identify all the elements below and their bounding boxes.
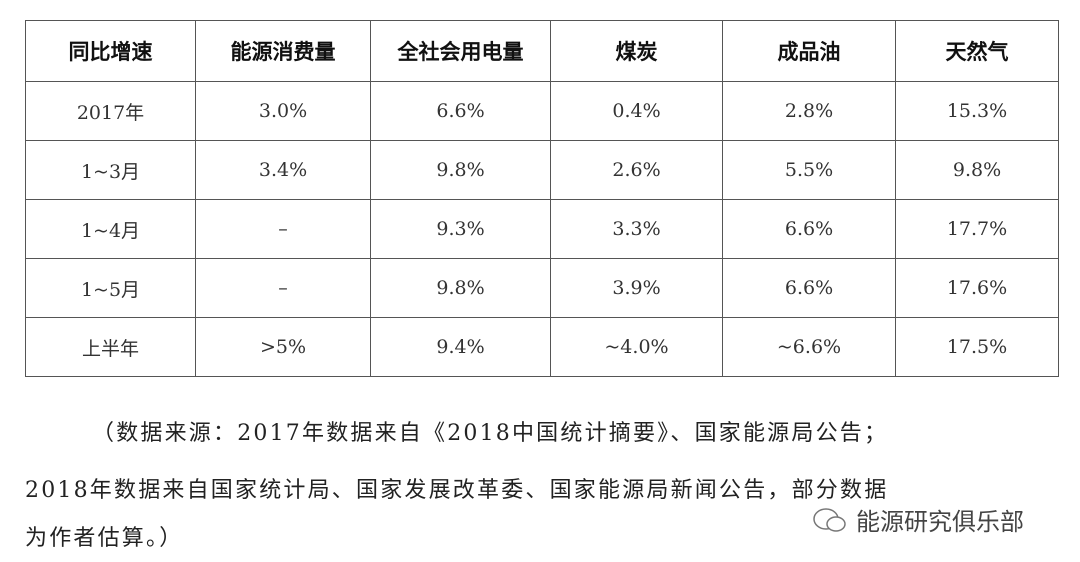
- table-cell: 2017年: [25, 81, 196, 141]
- table-cell: 9.4%: [370, 317, 551, 377]
- header-cell: 全社会用电量: [370, 20, 551, 82]
- watermark-icon: [813, 507, 846, 532]
- table-cell: 5.5%: [722, 140, 896, 200]
- table-cell: 6.6%: [722, 258, 896, 318]
- table-row: 2017年 3.0% 6.6% 0.4% 2.8% 15.3%: [25, 81, 1059, 141]
- table-cell: –: [195, 258, 371, 318]
- header-cell: 成品油: [722, 20, 896, 82]
- note-line: 为作者估算。）: [25, 526, 184, 551]
- table-cell: 2.8%: [722, 81, 896, 141]
- table-cell: 上半年: [25, 317, 196, 377]
- note-line: （数据来源：2017年数据来自《2018中国统计摘要》、国家能源局公告；: [92, 421, 889, 446]
- table-cell: 9.8%: [370, 140, 551, 200]
- table-row: 上半年 >5% 9.4% ~4.0% ~6.6% 17.5%: [25, 317, 1059, 377]
- header-row: 同比增速 能源消费量 全社会用电量 煤炭 成品油 天然气: [25, 20, 1059, 82]
- table-cell: ~6.6%: [722, 317, 896, 377]
- header-cell: 能源消费量: [195, 20, 371, 82]
- table-cell: 17.7%: [895, 199, 1059, 259]
- header-cell: 天然气: [895, 20, 1059, 82]
- table-cell: 17.6%: [895, 258, 1059, 318]
- table-cell: 6.6%: [370, 81, 551, 141]
- table-cell: 17.5%: [895, 317, 1059, 377]
- table-cell: 3.3%: [550, 199, 723, 259]
- header-cell: 同比增速: [25, 20, 196, 82]
- table-row: 1~4月 –9.3% 3.3% 6.6% 17.7%: [25, 199, 1059, 259]
- watermark: 能源研究俱乐部: [812, 502, 1024, 537]
- table-row: 1~3月 3.4% 9.8% 2.6% 5.5% 9.8%: [25, 140, 1059, 200]
- watermark-text: 能源研究俱乐部: [856, 508, 1024, 536]
- table-cell: 6.6%: [722, 199, 896, 259]
- table-cell: 1~5月: [25, 258, 196, 318]
- table-cell: –: [195, 199, 371, 259]
- table-cell: 2.6%: [550, 140, 723, 200]
- table-cell: 3.0%: [195, 81, 371, 141]
- table-cell: 9.3%: [370, 199, 551, 259]
- data-table: 同比增速 能源消费量 全社会用电量 煤炭 成品油 天然气 2017年 3.0% 6.6% 0.4…: [25, 20, 1059, 377]
- table-cell: 3.4%: [195, 140, 371, 200]
- table-cell: 9.8%: [370, 258, 551, 318]
- table-cell: 1~3月: [25, 140, 196, 200]
- table-cell: 0.4%: [550, 81, 723, 141]
- table-cell: 1~4月: [25, 199, 196, 259]
- table-cell: >5%: [195, 317, 371, 377]
- table-cell: ~4.0%: [550, 317, 723, 377]
- table-body: 2017年 3.0% 6.6% 0.4% 2.8% 15.3% 1~3月 3.4% 9.8% 2.…: [25, 81, 1059, 377]
- note-line: 2018年数据来自国家统计局、国家发展改革委、国家能源局新闻公告，部分数据: [25, 478, 889, 503]
- table-cell: 9.8%: [895, 140, 1059, 200]
- table-cell: 15.3%: [895, 81, 1059, 141]
- table-cell: 3.9%: [550, 258, 723, 318]
- table-row: 1~5月 –9.8% 3.9% 6.6% 17.6%: [25, 258, 1059, 318]
- header-cell: 煤炭: [550, 20, 723, 82]
